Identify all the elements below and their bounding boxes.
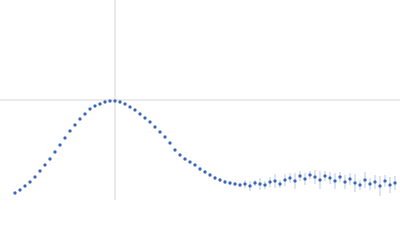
point bbox=[163, 135, 167, 139]
point bbox=[58, 143, 62, 147]
point bbox=[303, 177, 307, 181]
point bbox=[178, 153, 182, 157]
point bbox=[138, 112, 142, 116]
point bbox=[183, 157, 187, 161]
point bbox=[53, 150, 57, 154]
point bbox=[88, 107, 92, 111]
point bbox=[118, 100, 122, 104]
point bbox=[288, 176, 292, 180]
point bbox=[93, 104, 97, 108]
point bbox=[308, 173, 312, 177]
point bbox=[378, 184, 382, 188]
point bbox=[323, 174, 327, 178]
point bbox=[213, 176, 217, 180]
point bbox=[143, 116, 147, 120]
point bbox=[358, 183, 362, 187]
point bbox=[168, 141, 172, 145]
point bbox=[188, 160, 192, 164]
point bbox=[203, 170, 207, 174]
point bbox=[278, 182, 282, 186]
point bbox=[368, 182, 372, 186]
point bbox=[223, 180, 227, 184]
point bbox=[208, 173, 212, 177]
point bbox=[388, 183, 392, 187]
point bbox=[198, 167, 202, 171]
point bbox=[33, 175, 37, 179]
point bbox=[353, 181, 357, 185]
point bbox=[363, 178, 367, 182]
point bbox=[238, 183, 242, 187]
point bbox=[158, 130, 162, 134]
point bbox=[383, 179, 387, 183]
point bbox=[343, 180, 347, 184]
point bbox=[393, 181, 397, 185]
point bbox=[108, 99, 112, 103]
point bbox=[248, 184, 252, 188]
point bbox=[78, 117, 82, 121]
point bbox=[253, 181, 257, 185]
point bbox=[153, 125, 157, 129]
point bbox=[128, 105, 132, 109]
point bbox=[148, 120, 152, 124]
point bbox=[68, 129, 72, 133]
point bbox=[133, 108, 137, 112]
point bbox=[28, 180, 32, 184]
point bbox=[228, 181, 232, 185]
point bbox=[298, 174, 302, 178]
point bbox=[73, 123, 77, 127]
point bbox=[83, 112, 87, 116]
point bbox=[123, 102, 127, 106]
point bbox=[218, 178, 222, 182]
point bbox=[173, 148, 177, 152]
point bbox=[113, 99, 117, 103]
point bbox=[263, 183, 267, 187]
point bbox=[373, 180, 377, 184]
point bbox=[258, 182, 262, 186]
point bbox=[63, 136, 67, 140]
point bbox=[243, 182, 247, 186]
point bbox=[98, 102, 102, 106]
point bbox=[338, 175, 342, 179]
chart bbox=[0, 0, 400, 200]
point bbox=[13, 191, 17, 195]
point bbox=[318, 178, 322, 182]
point bbox=[293, 179, 297, 183]
point bbox=[313, 175, 317, 179]
point bbox=[328, 176, 332, 180]
point bbox=[193, 163, 197, 167]
point bbox=[283, 178, 287, 182]
point bbox=[333, 179, 337, 183]
point bbox=[48, 157, 52, 161]
point bbox=[23, 184, 27, 188]
point bbox=[43, 163, 47, 167]
point bbox=[348, 177, 352, 181]
point bbox=[103, 100, 107, 104]
point bbox=[273, 179, 277, 183]
point bbox=[38, 169, 42, 173]
point bbox=[233, 182, 237, 186]
point bbox=[268, 180, 272, 184]
point bbox=[18, 188, 22, 192]
